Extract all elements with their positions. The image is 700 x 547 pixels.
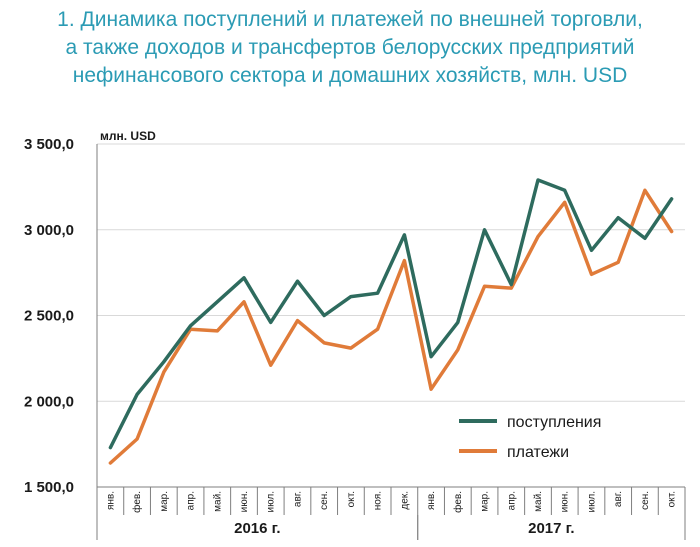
x-tick-label: янв. (105, 491, 116, 510)
x-tick-label: июл. (586, 491, 597, 512)
chart-title: 1. Динамика поступлений и платежей по вн… (0, 6, 700, 90)
legend-label: поступления (507, 414, 601, 431)
x-tick-label: апр. (186, 491, 197, 510)
x-tick-label: сен. (319, 491, 330, 510)
x-tick-label: авг. (613, 491, 624, 507)
x-tick-label: авг. (292, 491, 303, 507)
title-line-1: 1. Динамика поступлений и платежей по вн… (57, 8, 643, 31)
year-label: 2016 г. (234, 520, 280, 537)
y-tick-label: 2 500,0 (24, 308, 74, 325)
x-tick-label: апр. (506, 491, 517, 510)
unit-label: млн. USD (100, 129, 156, 143)
x-tick-label: янв. (426, 491, 437, 510)
x-tick-label: ноя. (373, 491, 384, 510)
y-tick-label: 2 000,0 (24, 393, 74, 410)
series-line-postupleniya (108, 178, 674, 450)
x-tick-label: окт. (346, 491, 357, 507)
x-tick-label: июн. (239, 491, 250, 512)
x-tick-label: май. (212, 491, 223, 512)
x-tick-label: фев. (131, 491, 143, 513)
x-tick-label: окт. (667, 491, 678, 507)
x-tick-label: мар. (480, 491, 491, 512)
x-tick-label: июн. (560, 491, 571, 512)
y-tick-label: 3 500,0 (24, 136, 74, 153)
title-line-3: нефинансового сектора и домашних хозяйст… (72, 64, 628, 87)
title-line-2: а также доходов и трансфертов белорусски… (65, 36, 635, 59)
x-tick-label: май. (533, 491, 544, 512)
x-tick-label: июл. (266, 491, 277, 512)
legend-label: платежи (507, 444, 569, 461)
year-label: 2017 г. (528, 520, 574, 537)
x-tick-label: фев. (452, 491, 464, 513)
y-tick-label: 1 500,0 (24, 479, 74, 496)
x-tick-label: мар. (159, 491, 170, 512)
series-line-platezhi (108, 188, 674, 465)
x-tick-label: сен. (640, 491, 651, 510)
x-tick-label: дек. (399, 491, 410, 510)
y-tick-label: 3 000,0 (24, 222, 74, 239)
